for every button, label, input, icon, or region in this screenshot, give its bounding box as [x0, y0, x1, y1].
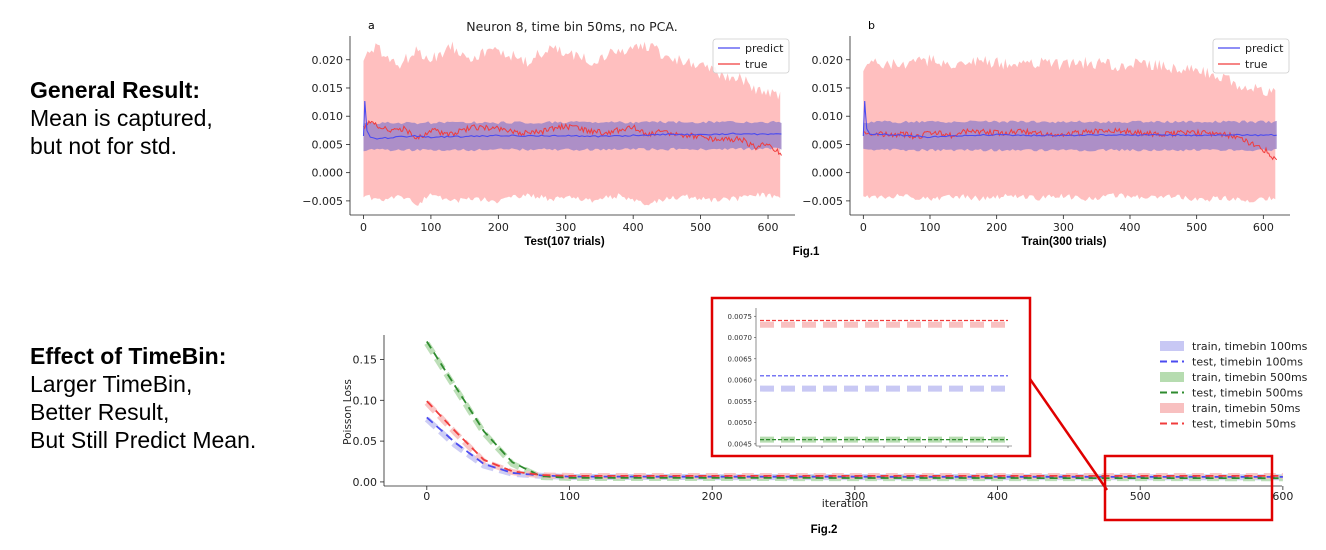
y-tick-label: −0.005	[302, 195, 343, 208]
inset-y-tick-label: 0.0065	[728, 355, 753, 363]
x-tick-label: 500	[1186, 221, 1207, 234]
x-tick-label: 600	[1253, 221, 1274, 234]
x-tick-label: 100	[920, 221, 941, 234]
legend-label: predict	[745, 42, 784, 55]
x-tick-label: 600	[1272, 490, 1293, 503]
y-axis-label: Poisson Loss	[342, 379, 354, 445]
legend-label: test, timebin 100ms	[1192, 356, 1303, 369]
legend-swatch-band	[1160, 372, 1184, 382]
x-axis-label: iteration	[822, 497, 868, 510]
x-tick-label: 200	[986, 221, 1007, 234]
y-tick-label: 0.010	[812, 110, 844, 123]
y-tick-label: 0.015	[312, 82, 344, 95]
inset-y-tick-label: 0.0060	[728, 377, 753, 385]
inset-y-tick-label: 0.0075	[728, 313, 753, 321]
y-tick-label: 0.000	[312, 167, 344, 180]
note-line: Better Result,	[30, 399, 170, 425]
predict-mean-line	[362, 100, 782, 140]
x-tick-label: 600	[758, 221, 779, 234]
x-tick-label: 0	[360, 221, 367, 234]
inset-y-tick-label: 0.0055	[728, 398, 753, 406]
inset-y-tick-label: 0.0070	[728, 334, 753, 342]
legend-swatch-band	[1160, 403, 1184, 413]
legend-box	[1156, 335, 1296, 435]
y-tick-label: 0.020	[812, 54, 844, 67]
x-axis-label: Train(300 trials)	[1021, 236, 1106, 248]
predict-std-band	[863, 120, 1277, 152]
fig2-loss-chart: 0.00 0.05 0.10 0.15 0 100 200 300 400 500 600 itera…	[342, 296, 1308, 522]
x-tick-label: 400	[623, 221, 644, 234]
x-tick-label: 400	[987, 490, 1008, 503]
true-mean-line	[363, 120, 782, 156]
x-tick-label: 500	[1130, 490, 1151, 503]
test-line-red	[426, 400, 1283, 477]
predict-mean-line	[862, 100, 1277, 139]
y-tick-label: 0.15	[353, 353, 378, 366]
legend-label: true	[1245, 58, 1268, 71]
note-line: but not for std.	[30, 133, 178, 159]
x-axis-label: Test(107 trials)	[524, 236, 604, 248]
note-heading: General Result:	[30, 77, 200, 103]
inset-frame	[710, 296, 1032, 458]
y-tick-label: 0.10	[353, 394, 378, 407]
x-tick-label: 0	[423, 490, 430, 503]
note-line: Larger TimeBin,	[30, 371, 193, 397]
y-tick-label: 0.020	[312, 54, 344, 67]
y-tick-label: 0.00	[353, 476, 378, 489]
x-tick-label: 300	[1053, 221, 1074, 234]
x-tick-label: 500	[690, 221, 711, 234]
x-tick-label: 200	[702, 490, 723, 503]
legend-label: test, timebin 50ms	[1192, 418, 1296, 431]
x-tick-label: 200	[488, 221, 509, 234]
legend-label: test, timebin 500ms	[1192, 387, 1303, 400]
x-tick-label: 400	[1120, 221, 1141, 234]
x-tick-label: 300	[555, 221, 576, 234]
legend-label: train, timebin 50ms	[1192, 402, 1301, 415]
y-tick-label: −0.005	[802, 195, 843, 208]
note-effect-timebin: Effect of TimeBin: Larger TimeBin, Bette…	[30, 342, 256, 454]
fig1-caption: Fig.1	[793, 246, 820, 258]
note-general-result: General Result: Mean is captured, but no…	[30, 76, 213, 160]
fig2-caption: Fig.2	[811, 524, 838, 536]
zoom-region-box	[1103, 454, 1274, 522]
legend-label: train, timebin 500ms	[1192, 371, 1308, 384]
y-tick-label: 0.005	[812, 138, 844, 151]
y-tick-label: 0.010	[312, 110, 344, 123]
legend-label: train, timebin 100ms	[1192, 340, 1308, 353]
note-line: Mean is captured,	[30, 105, 213, 131]
y-tick-label: 0.015	[812, 82, 844, 95]
x-tick-label: 100	[559, 490, 580, 503]
inset-y-tick-label: 0.0045	[728, 440, 753, 448]
note-heading: Effect of TimeBin:	[30, 343, 227, 369]
panel-label: a	[368, 19, 375, 32]
x-tick-label: 300	[844, 490, 865, 503]
inset-connector-line	[1028, 378, 1109, 491]
x-tick-label: 100	[420, 221, 441, 234]
legend-label: true	[745, 58, 768, 71]
chart-title: Neuron 8, time bin 50ms, no PCA.	[466, 19, 677, 34]
panel-label: b	[868, 19, 875, 32]
inset-y-tick-label: 0.0050	[728, 419, 753, 427]
y-tick-label: 0.05	[353, 435, 378, 448]
fig1-panel-a: −0.005 0.000 0.005 0.010 0.015 0.020 0 100 200 30…	[302, 19, 795, 248]
test-line-green	[426, 341, 1283, 480]
note-line: But Still Predict Mean.	[30, 427, 257, 453]
y-tick-label: 0.005	[312, 138, 344, 151]
x-tick-label: 0	[860, 221, 867, 234]
legend-swatch-band	[1160, 341, 1184, 351]
fig1-panel-b: −0.005 0.000 0.005 0.010 0.015 0.020 0 100 200 30…	[802, 19, 1290, 248]
y-tick-label: 0.000	[812, 167, 844, 180]
legend-label: predict	[1245, 42, 1284, 55]
